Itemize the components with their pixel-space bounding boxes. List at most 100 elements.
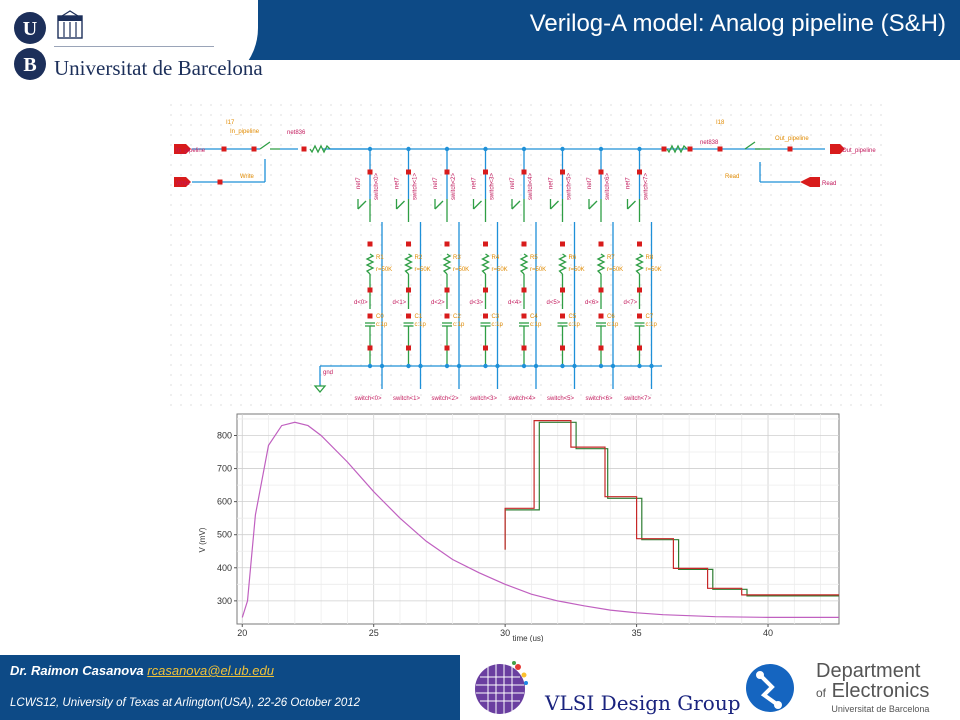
- pin-marker: [560, 169, 565, 175]
- cell-capacitor-label: C6: [607, 314, 615, 320]
- junction-dot: [560, 363, 565, 369]
- slide-header: U B Universitat de Barcelona Verilog-A m…: [0, 0, 960, 88]
- cell-switch-symbol: [627, 200, 636, 210]
- pin-marker: [367, 313, 373, 319]
- input-resistor-symbol: [309, 144, 331, 154]
- pin-marker: [406, 287, 411, 293]
- pin-marker: [598, 241, 604, 247]
- cell-resistor-label: R7: [607, 255, 615, 261]
- pin-marker: [661, 146, 667, 152]
- pin-marker: [521, 241, 527, 247]
- seal-letter-u: U: [23, 18, 37, 40]
- pin-marker: [560, 287, 565, 293]
- junction-dot: [406, 363, 411, 369]
- cell-switch-symbol: [473, 200, 482, 210]
- pin-marker: [217, 179, 223, 185]
- cell-net7-label: net7: [626, 177, 632, 189]
- junction-dot: [521, 363, 527, 369]
- cell-net7-label: net7: [472, 177, 478, 189]
- pin-marker: [444, 287, 450, 293]
- pin-marker: [521, 287, 527, 293]
- pin-marker: [560, 345, 565, 351]
- cell-net7-label: net7: [549, 177, 555, 189]
- pin-marker: [637, 345, 642, 351]
- y-tick-label: 700: [217, 464, 232, 474]
- cell-switch-name-label: switch<6>: [605, 172, 611, 200]
- cell-resistor-label: R6: [569, 255, 577, 261]
- cell-switch-name-label: switch<5>: [567, 172, 573, 200]
- output-switch-label: Out_pipeline: [775, 136, 809, 142]
- cell-switch-name-label: switch<3>: [490, 172, 496, 200]
- pin-marker: [560, 241, 565, 247]
- department-of: of: [816, 686, 827, 700]
- cell-resistor-value-label: r=50K: [376, 267, 392, 273]
- vlsi-chip-logo-icon: [475, 661, 528, 714]
- cell-capacitor-value-label: c:1p: [453, 322, 465, 328]
- junction-dot: [367, 146, 373, 152]
- pin-marker: [221, 146, 227, 152]
- cell-switch-symbol: [511, 200, 521, 210]
- cell-node-label: d<7>: [624, 300, 638, 306]
- junction-dot: [379, 363, 385, 369]
- cell-resistor-symbol: [596, 253, 606, 275]
- cell-resistor-value-label: r=50K: [530, 267, 546, 273]
- bottom-switch-label: switch<1>: [393, 396, 421, 402]
- input-signal-series: [241, 421, 839, 618]
- x-axis-label: time (us): [512, 634, 543, 642]
- cell-switch-symbol: [434, 200, 444, 210]
- stored-output-series-red: [504, 420, 839, 596]
- logo-rule: [54, 46, 214, 47]
- cell-capacitor-label: C0: [376, 314, 384, 320]
- department-university: Universitat de Barcelona: [831, 704, 930, 714]
- pin-marker: [251, 146, 257, 152]
- pin-marker: [521, 169, 527, 175]
- pin-marker: [444, 313, 450, 319]
- y-tick-label: 300: [217, 596, 232, 606]
- gnd-label: gnd: [323, 370, 333, 376]
- instance-i18-label: I18: [716, 120, 725, 126]
- junction-dot: [444, 146, 450, 152]
- junction-dot: [533, 363, 539, 369]
- x-tick-label: 30: [500, 628, 510, 638]
- y-tick-label: 600: [217, 497, 232, 507]
- pin-marker: [406, 169, 411, 175]
- cell-capacitor-value-label: c:1p: [569, 322, 581, 328]
- cell-switch-symbol: [588, 200, 598, 210]
- pin-marker: [483, 241, 488, 247]
- pin-marker: [637, 169, 642, 175]
- pipeline-schematic: In_pipeline In_pipeline I17 net836 Write Writ…: [170, 104, 885, 409]
- pin-marker: [483, 169, 488, 175]
- pin-marker: [367, 169, 373, 175]
- cell-resistor-label: R1: [376, 255, 384, 261]
- cell-net7-label: net7: [356, 177, 362, 189]
- cell-switch-name-label: switch<4>: [528, 172, 534, 200]
- junction-dot: [598, 363, 604, 369]
- out-pipeline-port: [830, 144, 845, 154]
- cell-resistor-value-label: r=50K: [453, 267, 469, 273]
- cell-capacitor-label: C2: [453, 314, 461, 320]
- pin-marker: [637, 313, 642, 319]
- junction-dot: [495, 363, 500, 369]
- net836-label: net836: [287, 130, 306, 136]
- cell-resistor-label: R5: [530, 255, 538, 261]
- cell-switch-name-label: switch<7>: [644, 172, 650, 200]
- in-pipeline-port-label: In_pipeline: [176, 148, 206, 154]
- junction-dot: [406, 146, 411, 152]
- out-pipeline-port-label: Out_pipeline: [842, 148, 876, 154]
- pin-marker: [483, 345, 488, 351]
- junction-dot: [418, 363, 423, 369]
- pin-marker: [367, 241, 373, 247]
- electronics-word: Electronics: [831, 680, 930, 702]
- x-tick-label: 35: [632, 628, 642, 638]
- cell-resistor-value-label: r=50K: [607, 267, 623, 273]
- cell-resistor-label: R8: [646, 255, 654, 261]
- read-port-label: Read: [822, 181, 836, 187]
- pin-marker: [367, 287, 373, 293]
- pin-marker: [598, 313, 604, 319]
- cell-net7-label: net7: [395, 177, 401, 189]
- cell-resistor-label: R4: [492, 255, 500, 261]
- author-email-link[interactable]: rcasanova@el.ub.edu: [147, 663, 274, 678]
- instance-i17-label: I17: [226, 120, 235, 126]
- cell-switch-symbol: [550, 200, 559, 210]
- y-tick-label: 400: [217, 563, 232, 573]
